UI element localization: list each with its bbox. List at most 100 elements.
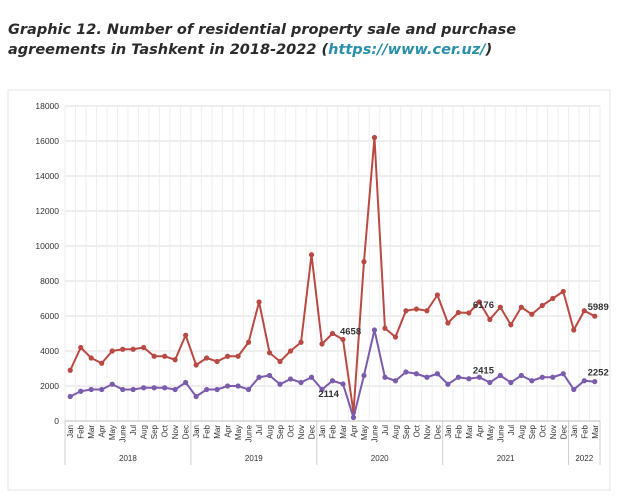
data-point: [151, 353, 157, 359]
data-point: [571, 327, 577, 333]
data-point: [204, 386, 210, 393]
data-point: [361, 372, 367, 379]
data-point: [350, 414, 357, 421]
data-point: [67, 393, 73, 400]
data-point: [78, 344, 84, 351]
x-tick-label: Aug: [266, 425, 275, 439]
data-point: [550, 295, 556, 302]
chart-caption: Graphic 12. Number of residential proper…: [8, 20, 608, 60]
x-tick-label: Apr: [224, 425, 233, 438]
data-point: [298, 339, 304, 345]
data-point: [277, 381, 283, 387]
data-point: [539, 302, 545, 309]
data-point: [529, 378, 535, 384]
data-point: [403, 308, 409, 314]
data-point: [455, 309, 461, 316]
data-label: 2114: [318, 389, 339, 400]
data-point: [403, 369, 409, 375]
year-label: 2019: [245, 454, 263, 463]
gridlines: [64, 105, 601, 422]
x-tick-label: Mar: [465, 425, 474, 439]
x-tick-label: Oct: [412, 424, 421, 437]
data-point: [130, 386, 136, 393]
x-tick-label: Nov: [423, 425, 432, 439]
data-point: [413, 306, 420, 312]
data-label: 5989: [588, 302, 609, 313]
caption-suffix: ): [485, 42, 493, 58]
data-point: [67, 367, 73, 373]
x-tick-label: Mar: [591, 425, 600, 439]
x-tick-label: Jul: [507, 425, 516, 435]
data-point: [245, 339, 252, 345]
x-tick-label: Oct: [161, 424, 170, 437]
x-tick-label: Jan: [318, 425, 327, 438]
data-point: [560, 288, 566, 295]
year-label: 2022: [575, 454, 593, 463]
data-point: [434, 292, 441, 298]
data-point: [550, 374, 556, 380]
data-point: [214, 386, 220, 393]
x-tick-label: Apr: [475, 425, 484, 438]
data-point: [392, 378, 399, 384]
data-point: [99, 386, 105, 393]
x-tick-label: Aug: [140, 425, 149, 439]
data-point: [193, 393, 199, 400]
data-point: [298, 379, 304, 386]
data-point: [204, 355, 210, 361]
y-tick-label: 6000: [40, 311, 59, 321]
data-point: [424, 308, 430, 314]
data-point: [487, 379, 493, 386]
y-tick-label: 0: [54, 416, 59, 426]
data-point: [120, 346, 126, 352]
data-point: [413, 371, 420, 377]
data-point: [466, 310, 472, 316]
x-tick-label: May: [360, 425, 369, 440]
data-point: [266, 372, 273, 379]
data-point: [130, 346, 136, 352]
data-point: [434, 371, 441, 377]
x-tick-label: Sep: [150, 424, 159, 439]
data-point: [539, 374, 545, 380]
x-tick-label: June: [496, 424, 505, 442]
x-tick-label: Jan: [192, 425, 201, 438]
x-tick-label: Aug: [517, 425, 526, 439]
data-point: [224, 353, 231, 359]
source-link[interactable]: https://www.cer.uz/: [328, 42, 486, 58]
data-point: [560, 371, 566, 377]
data-point: [382, 325, 388, 331]
x-tick-label: Dec: [559, 425, 568, 439]
data-point: [361, 259, 367, 265]
data-point: [78, 388, 84, 394]
data-point: [319, 341, 325, 347]
data-point: [592, 313, 598, 319]
data-point: [141, 344, 147, 351]
series-group: [67, 134, 598, 421]
year-label: 2021: [497, 454, 515, 463]
data-point: [224, 383, 231, 389]
x-tick-label: May: [486, 425, 495, 440]
data-point: [371, 327, 378, 333]
year-label: 2018: [119, 454, 137, 463]
data-point: [476, 299, 482, 305]
data-point: [508, 379, 514, 386]
data-point: [193, 362, 199, 368]
data-point: [518, 372, 524, 379]
data-point: [256, 374, 262, 380]
data-point: [109, 381, 115, 387]
x-tick-label: Oct: [538, 424, 547, 437]
data-point: [214, 358, 220, 365]
y-tick-label: 4000: [40, 346, 59, 356]
data-point: [445, 381, 451, 387]
data-label: 4658: [340, 326, 361, 337]
data-point: [340, 381, 346, 387]
data-point: [183, 379, 189, 386]
x-tick-label: Jan: [444, 425, 453, 438]
data-point: [183, 332, 189, 338]
x-tick-label: June: [370, 424, 379, 442]
x-tick-label: Sep: [276, 424, 285, 439]
data-point: [571, 386, 577, 393]
data-point: [592, 378, 598, 385]
chart-frame: [7, 89, 611, 491]
data-label: 2415: [473, 366, 495, 377]
